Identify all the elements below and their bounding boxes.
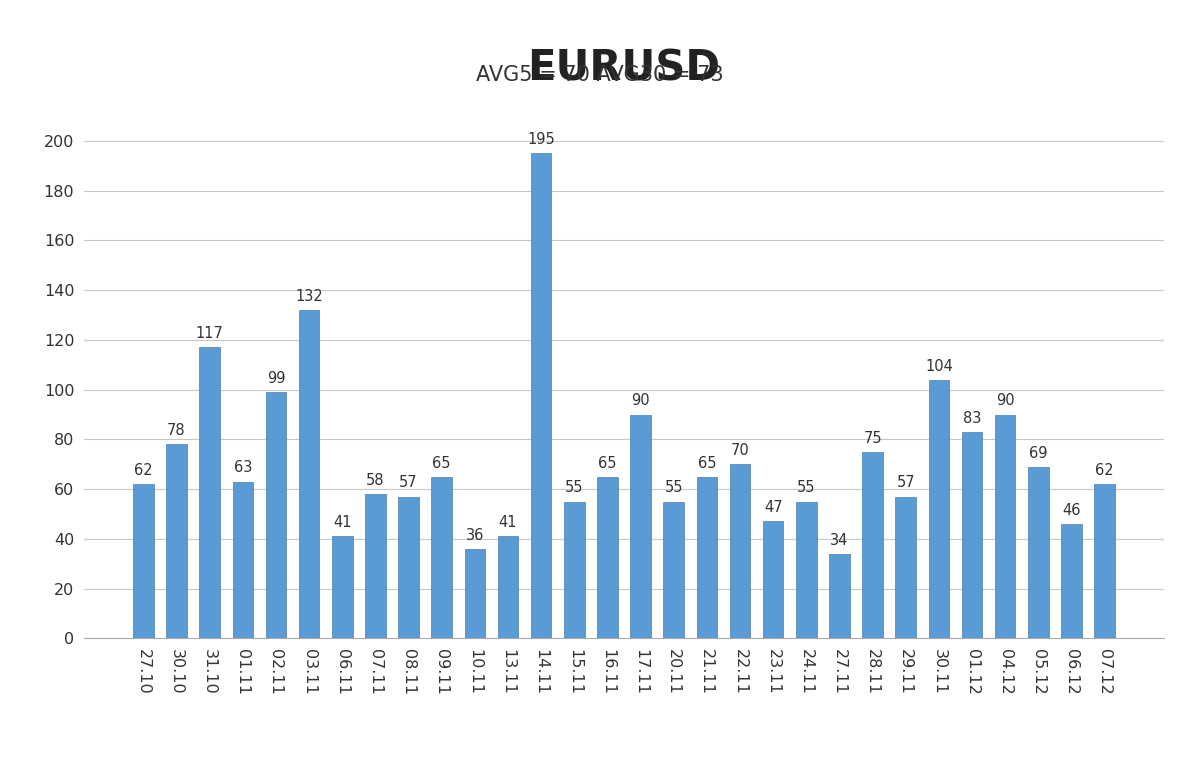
Bar (398, 496, 419, 638)
Bar (1094, 484, 1115, 638)
Bar (432, 477, 452, 638)
Bar (1061, 524, 1081, 638)
Text: 41: 41 (332, 515, 352, 530)
Bar (133, 484, 154, 638)
Text: 34: 34 (830, 533, 848, 548)
Bar (664, 502, 684, 638)
Bar (598, 477, 618, 638)
Title: EURUSD: EURUSD (528, 47, 720, 89)
Text: 70: 70 (731, 443, 749, 458)
Text: 65: 65 (697, 455, 716, 470)
Bar (530, 154, 552, 638)
Bar (995, 414, 1015, 638)
Bar (299, 310, 319, 638)
Text: 63: 63 (234, 461, 252, 476)
Bar (332, 537, 353, 638)
Text: 75: 75 (863, 431, 882, 445)
Bar (730, 464, 750, 638)
Bar (929, 380, 949, 638)
Text: 90: 90 (631, 394, 650, 408)
Text: 104: 104 (925, 359, 953, 373)
Bar (961, 432, 983, 638)
Bar (796, 502, 816, 638)
Text: AVG5 = 70 AVG30 = 73: AVG5 = 70 AVG30 = 73 (476, 65, 724, 84)
Text: 41: 41 (499, 515, 517, 530)
Text: 57: 57 (896, 476, 916, 490)
Bar (233, 482, 253, 638)
Bar (464, 549, 485, 638)
Bar (365, 494, 385, 638)
Text: 55: 55 (665, 480, 683, 496)
Bar (167, 445, 187, 638)
Bar (498, 537, 518, 638)
Bar (199, 347, 220, 638)
Text: 195: 195 (527, 132, 556, 147)
Bar (1028, 467, 1049, 638)
Text: 55: 55 (797, 480, 816, 496)
Bar (763, 521, 784, 638)
Text: 78: 78 (167, 423, 186, 439)
Text: instaforex: instaforex (53, 710, 156, 728)
Text: 132: 132 (295, 289, 323, 304)
Text: 58: 58 (366, 473, 385, 488)
Text: 83: 83 (962, 410, 982, 426)
Text: Instant Forex Trading: Instant Forex Trading (53, 739, 170, 749)
Bar (630, 414, 650, 638)
Text: ✦: ✦ (6, 714, 32, 743)
Text: 99: 99 (266, 371, 286, 386)
Text: 46: 46 (1062, 503, 1081, 518)
Text: 47: 47 (764, 500, 782, 515)
Text: 69: 69 (1030, 445, 1048, 461)
Text: 65: 65 (598, 455, 617, 470)
Text: 36: 36 (466, 527, 484, 543)
Bar (895, 496, 916, 638)
Text: 57: 57 (400, 476, 418, 490)
Text: 117: 117 (196, 326, 223, 341)
Text: 65: 65 (432, 455, 451, 470)
Bar (696, 477, 718, 638)
Bar (829, 554, 850, 638)
Text: 62: 62 (1096, 463, 1114, 478)
Text: 62: 62 (134, 463, 152, 478)
Text: 90: 90 (996, 394, 1014, 408)
Bar (863, 452, 883, 638)
Text: 55: 55 (565, 480, 583, 496)
Bar (265, 392, 287, 638)
Bar (564, 502, 584, 638)
